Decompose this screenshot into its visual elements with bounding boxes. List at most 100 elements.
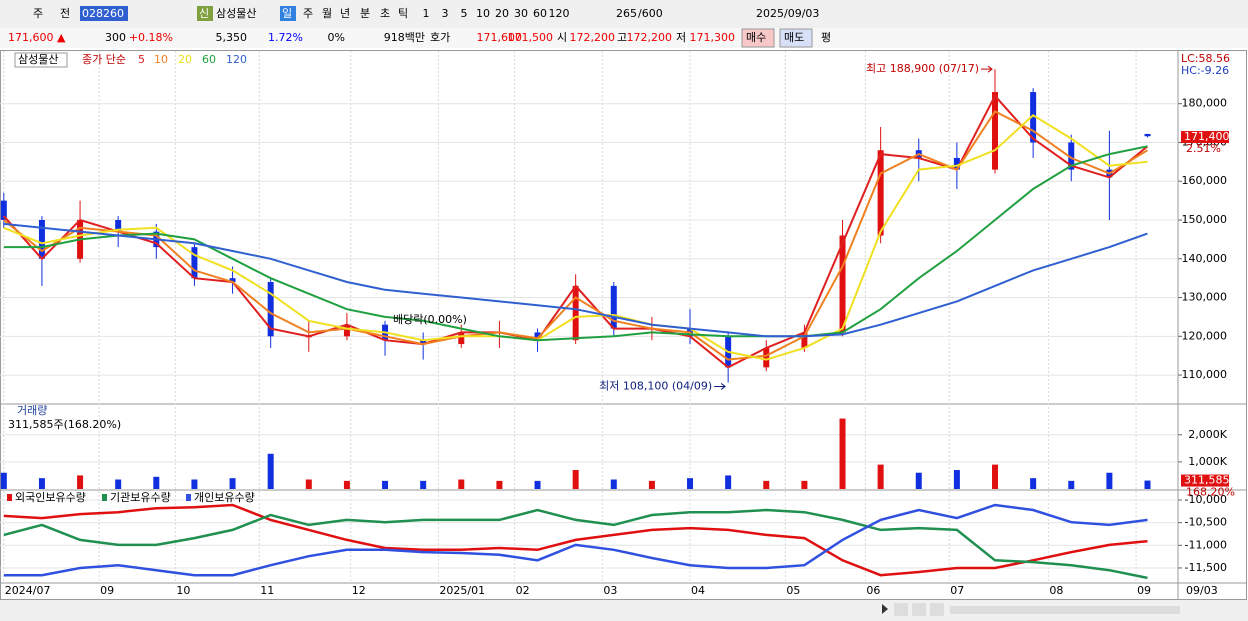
quote-item: 300 xyxy=(105,31,126,44)
quote-item: 172,200 xyxy=(570,31,616,44)
y-tick-label: 130,000 xyxy=(1182,291,1228,304)
candle-body xyxy=(1030,92,1037,143)
x-tick-label: 2024/07 xyxy=(5,584,51,597)
hc-label: HC:-9.26 xyxy=(1181,64,1229,77)
change-label: 168.20% xyxy=(1186,486,1235,499)
toolbar-box[interactable] xyxy=(280,6,296,21)
toolbar-item[interactable]: 265 xyxy=(616,7,637,20)
legend-swatch xyxy=(102,494,107,501)
candle-body xyxy=(534,332,541,341)
toolbar-item[interactable]: 20 xyxy=(495,7,509,20)
legend-entry[interactable]: 기관보유수량 xyxy=(110,491,171,504)
candle-body xyxy=(1144,133,1151,137)
quote-item: 0% xyxy=(328,31,345,44)
toolbar-box[interactable] xyxy=(80,6,128,21)
y-tick-label: 180,000 xyxy=(1182,97,1228,110)
toolbar-item[interactable]: 주 xyxy=(33,7,43,20)
volume-bar xyxy=(496,480,503,489)
quote-item: +0.18% xyxy=(129,31,173,44)
volume-bar xyxy=(115,479,122,489)
last-value-box xyxy=(1181,131,1229,144)
volume-bar xyxy=(305,479,312,489)
quote-item[interactable]: 매도 xyxy=(784,31,804,44)
legend-swatch xyxy=(7,494,12,501)
toolbar-item[interactable]: 120 xyxy=(549,7,570,20)
scroll-right[interactable] xyxy=(882,604,888,614)
toolbar-item[interactable]: 신 xyxy=(199,7,209,20)
quote-item: 시 xyxy=(557,31,567,44)
volume-bar xyxy=(267,453,274,489)
x-tick-label: 09 xyxy=(100,584,114,597)
toolbar-item[interactable]: 30 xyxy=(514,7,528,20)
x-tick-label: 10 xyxy=(176,584,190,597)
quote-button[interactable] xyxy=(779,28,813,48)
legend-entry[interactable]: 10 xyxy=(154,53,168,66)
btn-first[interactable] xyxy=(894,603,908,616)
volume-bar xyxy=(953,470,960,489)
toolbar-item[interactable]: 028260 xyxy=(82,7,124,20)
toolbar-item[interactable]: 분 xyxy=(360,7,370,20)
legend-entry[interactable]: 개인보유수량 xyxy=(194,491,255,504)
btn-last[interactable] xyxy=(930,603,944,616)
volume-bar xyxy=(458,479,465,489)
x-tick-label: 05 xyxy=(786,584,800,597)
legend-swatch xyxy=(186,494,191,501)
x-tick-label: 11 xyxy=(260,584,274,597)
volume-bar xyxy=(725,475,732,489)
legend-entry[interactable]: 외국인보유수량 xyxy=(15,491,86,504)
legend-entry[interactable]: 120 xyxy=(226,53,247,66)
btn-stop[interactable] xyxy=(912,603,926,616)
toolbar-item[interactable]: 주 xyxy=(303,7,313,20)
toolbar-item[interactable]: 1 xyxy=(423,7,430,20)
candle-body xyxy=(572,285,579,341)
y-tick-label: -11,000 xyxy=(1185,538,1227,551)
quote-item: 171,600 xyxy=(477,31,523,44)
volume-bar xyxy=(382,480,389,489)
toolbar-item[interactable]: 일 xyxy=(282,6,292,20)
toolbar-item[interactable]: 10 xyxy=(476,7,490,20)
quote-button[interactable] xyxy=(741,28,775,48)
toolbar-item[interactable]: 60 xyxy=(533,7,547,20)
x-tick-label: 06 xyxy=(866,584,880,597)
toolbar-item[interactable]: 3 xyxy=(442,7,449,20)
quote-item[interactable]: 매수 xyxy=(746,31,766,44)
legend-entry[interactable]: 60 xyxy=(202,53,216,66)
x-tick-label: 08 xyxy=(1049,584,1063,597)
toolbar-item[interactable]: 5 xyxy=(461,7,468,20)
candle-body xyxy=(953,157,960,170)
volume-bar xyxy=(687,478,694,489)
panel-subtitle: 311,585주(168.20%) xyxy=(8,418,121,431)
toolbar-box[interactable] xyxy=(197,6,213,21)
volume-bar xyxy=(38,478,45,489)
volume-bar xyxy=(534,480,541,489)
scroll-controls[interactable] xyxy=(882,603,1180,616)
last-value-label: 171,400 xyxy=(1184,130,1230,143)
legend-entry[interactable]: 5 xyxy=(138,53,145,66)
candle-body xyxy=(38,220,45,259)
scroll-track[interactable] xyxy=(950,606,1180,614)
toolbar-item[interactable]: 월 xyxy=(322,7,332,20)
quote-item: 172,200 xyxy=(627,31,673,44)
toolbar-item[interactable]: 삼성물산 xyxy=(216,7,256,20)
y-tick-label: 120,000 xyxy=(1182,329,1228,342)
toolbar-item[interactable]: 2025/09/03 xyxy=(756,7,819,20)
panel-title: 거래량 xyxy=(17,404,47,417)
toolbar-item[interactable]: 년 xyxy=(340,7,350,20)
toolbar-item[interactable]: /600 xyxy=(638,7,663,20)
legend-entry[interactable]: 20 xyxy=(178,53,192,66)
last-value-box xyxy=(1181,474,1229,487)
quote-bg xyxy=(0,28,1248,48)
quote-item: 5,350 xyxy=(216,31,248,44)
quote-item: 171,300 xyxy=(690,31,736,44)
toolbar-item[interactable]: 초 xyxy=(380,7,390,20)
annotation-arrow xyxy=(981,65,993,73)
volume-bar xyxy=(610,479,617,489)
series-line xyxy=(3,110,1149,361)
x-tick-label: 04 xyxy=(691,584,705,597)
volume-bar xyxy=(0,472,7,489)
toolbar-item[interactable]: 전 xyxy=(60,7,70,20)
toolbar-item[interactable]: 틱 xyxy=(398,7,408,20)
series-line xyxy=(3,114,1148,361)
volume-bar xyxy=(191,479,198,489)
